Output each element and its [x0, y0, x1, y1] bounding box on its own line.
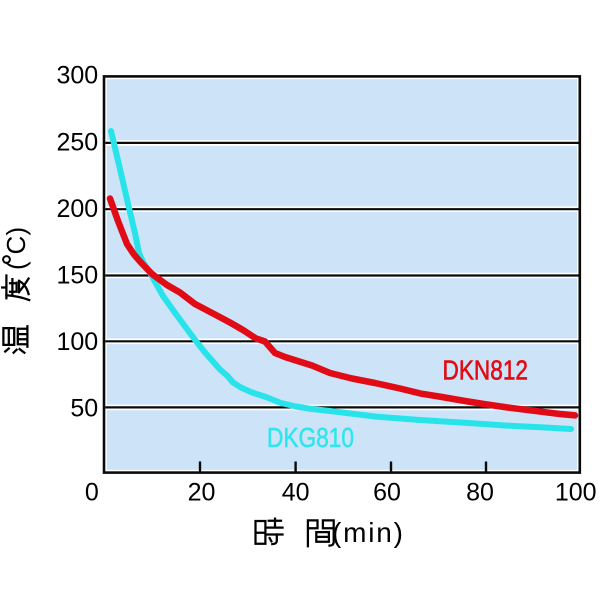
svg-text:80: 80 — [466, 478, 494, 506]
svg-text:250: 250 — [56, 128, 98, 156]
svg-text:100: 100 — [555, 478, 597, 506]
svg-text:C: C — [1, 236, 31, 255]
svg-text:DKN812: DKN812 — [443, 355, 529, 386]
svg-text:60: 60 — [373, 478, 401, 506]
svg-text:40: 40 — [282, 478, 310, 506]
svg-text:DKG810: DKG810 — [267, 422, 354, 453]
svg-text:(min): (min) — [332, 517, 405, 548]
svg-text:0: 0 — [85, 478, 99, 506]
svg-text:150: 150 — [56, 262, 98, 290]
svg-text:(: ( — [1, 261, 31, 270]
svg-text:100: 100 — [56, 328, 98, 356]
svg-text:300: 300 — [56, 62, 98, 90]
svg-text:): ) — [1, 227, 31, 236]
svg-text:200: 200 — [56, 195, 98, 223]
svg-text:50: 50 — [70, 395, 98, 423]
svg-text:20: 20 — [188, 478, 216, 506]
